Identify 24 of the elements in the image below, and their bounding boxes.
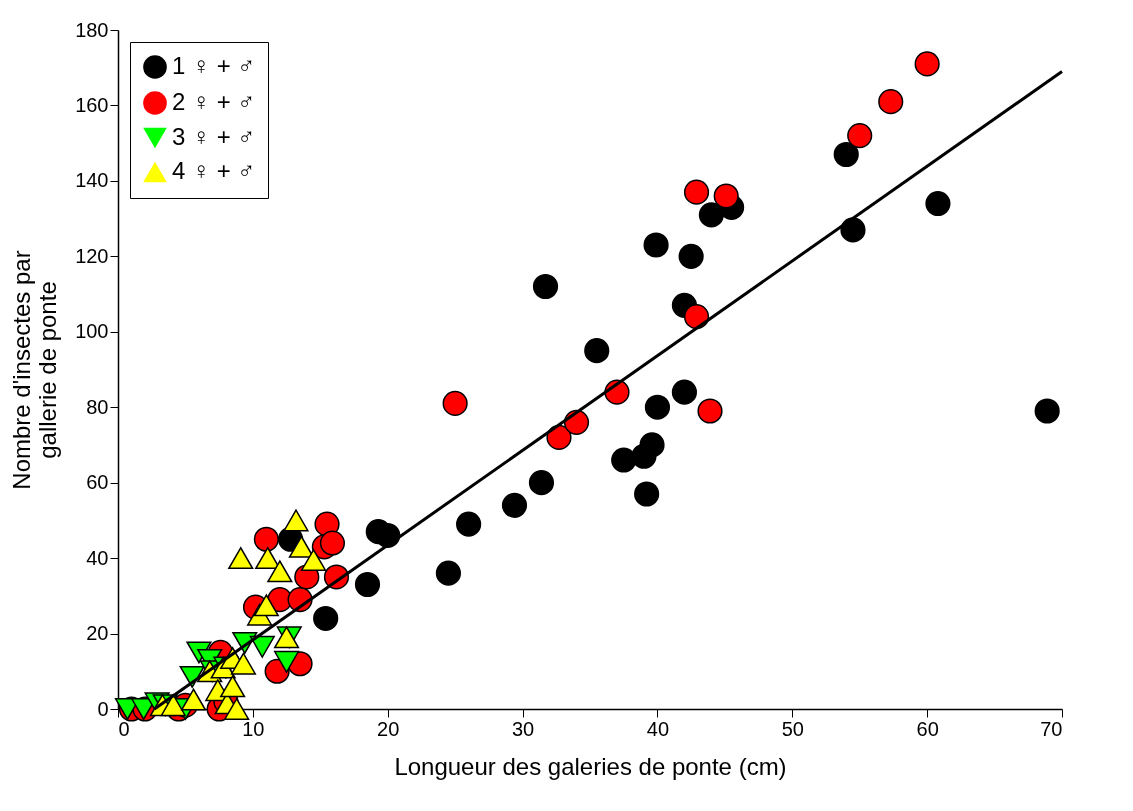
x-tick-label: 30: [511, 717, 535, 740]
legend-label: 1 ♀ + ♂: [172, 52, 256, 79]
x-axis-title: Longueur des galeries de ponte (cm): [394, 752, 787, 780]
y-tick-label: 0: [97, 697, 109, 720]
x-tick-label: 20: [377, 717, 400, 740]
x-tick-label: 0: [118, 717, 130, 740]
y-tick-label: 40: [86, 546, 109, 569]
legend-label: 4 ♀ + ♂: [172, 157, 256, 184]
y-tick-label: 100: [75, 320, 109, 343]
y-tick-label: 60: [86, 471, 109, 494]
y-tick-label: 20: [86, 622, 109, 645]
x-tick-label: 70: [1040, 717, 1063, 740]
y-tick-label: 120: [75, 244, 109, 267]
x-tick-label: 40: [646, 717, 670, 740]
legend-label: 3 ♀ + ♂: [172, 123, 256, 150]
x-tick-label: 50: [781, 717, 804, 740]
y-tick-label: 180: [75, 18, 109, 41]
y-tick-label: 160: [75, 93, 109, 116]
y-tick-label: 80: [86, 395, 109, 418]
legend-label: 2 ♀ + ♂: [172, 88, 256, 115]
y-tick-label: 140: [75, 169, 109, 192]
y-axis-title: Nombre d'insectes par gallerie de ponte: [8, 250, 62, 490]
x-tick-label: 60: [916, 717, 939, 740]
x-tick-label: 10: [242, 717, 265, 740]
